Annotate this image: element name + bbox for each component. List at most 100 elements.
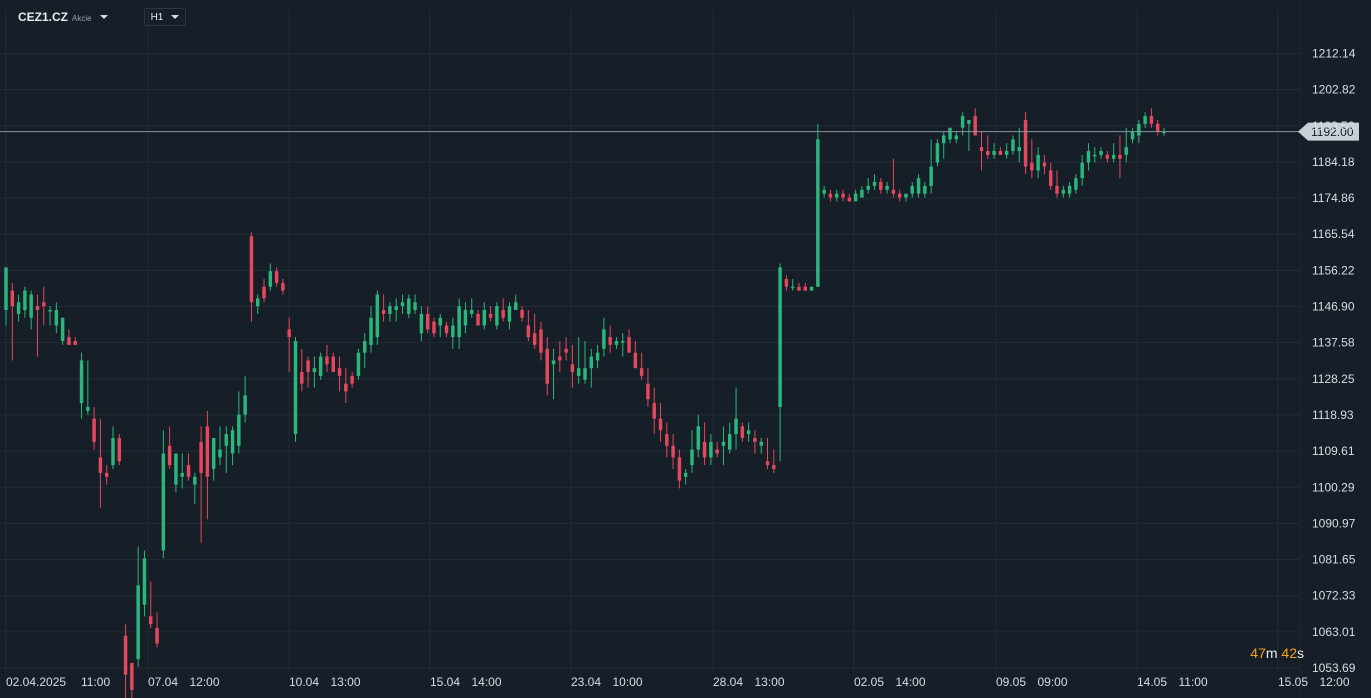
candle <box>356 348 361 380</box>
price-tag-label: 1192.00 <box>1311 125 1354 139</box>
candle <box>740 422 745 442</box>
candle <box>715 441 719 458</box>
candle <box>709 434 713 466</box>
candle <box>457 298 461 349</box>
candle-body <box>677 457 682 481</box>
candle-body <box>929 166 933 186</box>
symbol-name: CEZ1.CZ <box>18 10 69 24</box>
candle-body <box>1055 185 1059 194</box>
candle-body <box>621 341 625 343</box>
candle-body <box>992 150 996 155</box>
candle <box>482 302 487 330</box>
candle <box>413 294 417 314</box>
candle <box>274 267 279 287</box>
candle-body <box>1093 154 1097 157</box>
candle-body <box>1074 178 1078 190</box>
candle <box>92 406 96 450</box>
candle <box>558 341 562 373</box>
candle <box>677 449 682 489</box>
x-tick-date: 28.04 <box>713 675 743 689</box>
candle <box>539 321 543 361</box>
candle <box>1011 135 1015 155</box>
price-tag <box>1298 122 1359 141</box>
x-tick-time: 13:00 <box>331 675 361 689</box>
candle-body <box>111 437 115 466</box>
candle-body <box>79 360 84 404</box>
candle-body <box>1130 131 1135 140</box>
candle <box>847 193 852 202</box>
candle <box>904 193 908 202</box>
y-tick-label: 1063.01 <box>1312 625 1356 639</box>
candle <box>180 453 184 489</box>
candle-body <box>356 352 361 376</box>
candle <box>4 267 8 326</box>
candle <box>853 189 858 202</box>
candle-body <box>130 662 134 691</box>
candle <box>1030 139 1034 179</box>
candle <box>866 178 870 194</box>
candle-body <box>602 329 606 349</box>
candle <box>520 306 524 322</box>
timeframe-selector[interactable]: H1 <box>143 8 186 26</box>
candle <box>891 158 896 198</box>
candle-body <box>388 306 392 314</box>
candle-body <box>558 356 562 361</box>
y-tick-label: 1165.54 <box>1312 227 1355 241</box>
candle-body <box>1143 116 1147 124</box>
candle-body <box>639 368 644 376</box>
candle-body <box>551 360 556 365</box>
candle <box>256 294 260 314</box>
x-tick-date: 02.04.2025 <box>6 675 66 689</box>
candle-body <box>167 445 172 466</box>
candle-body <box>904 193 908 198</box>
candle <box>293 337 298 442</box>
candle <box>306 356 310 388</box>
candle-body <box>1080 162 1084 179</box>
candle <box>633 341 638 369</box>
candle <box>186 453 191 481</box>
candle-body <box>696 426 701 450</box>
candle-body <box>948 127 952 140</box>
candle <box>237 391 241 454</box>
candle <box>224 426 229 473</box>
candle <box>79 352 84 419</box>
countdown-minutes-unit: m <box>1265 645 1278 661</box>
candle <box>816 123 820 287</box>
grid-lines <box>0 10 1300 672</box>
candle-body <box>262 286 266 299</box>
candle <box>407 294 411 318</box>
candle <box>658 403 663 442</box>
candle <box>803 282 808 291</box>
candle <box>67 329 71 345</box>
candle-body <box>897 193 902 198</box>
candle-body <box>193 476 197 485</box>
y-tick-label: 1128.25 <box>1312 372 1355 386</box>
x-tick-time: 14:00 <box>896 675 926 689</box>
candle <box>1124 127 1128 163</box>
candle-body <box>564 348 568 353</box>
candle <box>721 426 726 466</box>
candle <box>602 317 606 357</box>
candle-body <box>1086 150 1091 163</box>
candle <box>954 131 959 144</box>
candle <box>652 387 656 435</box>
candle <box>1155 119 1160 136</box>
candle <box>325 344 329 373</box>
candle-body <box>1162 131 1166 134</box>
candle <box>344 368 348 404</box>
candle <box>910 182 914 198</box>
candle-body <box>1061 189 1066 194</box>
symbol-selector[interactable]: CEZ1.CZ Akcie <box>18 10 108 24</box>
candle <box>1017 127 1021 163</box>
candle <box>438 313 442 338</box>
candle-body <box>690 449 694 466</box>
candle <box>941 131 946 159</box>
candle <box>828 189 833 202</box>
candle-body <box>180 472 184 477</box>
timeframe-label: H1 <box>150 11 164 23</box>
candle <box>1099 147 1103 159</box>
candle <box>992 143 996 159</box>
candle <box>765 437 770 470</box>
candle <box>16 294 21 322</box>
